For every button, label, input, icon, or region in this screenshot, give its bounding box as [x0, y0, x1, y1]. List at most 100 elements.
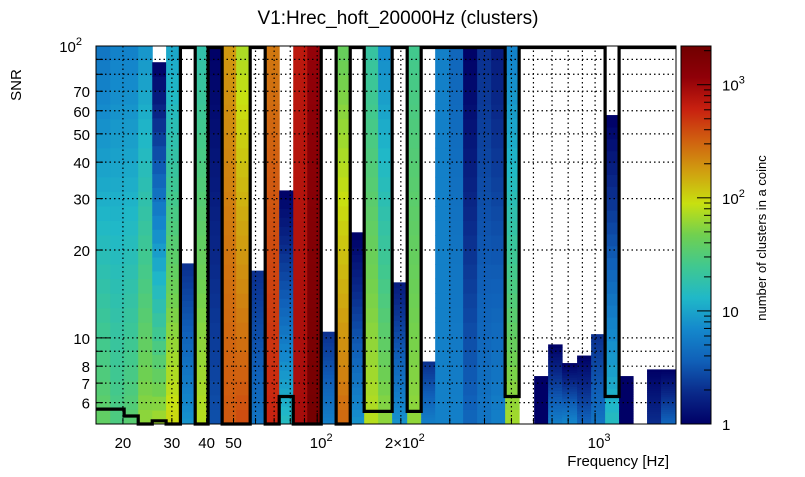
heatmap-cell: [661, 377, 677, 381]
heatmap-cell: [505, 75, 520, 91]
heatmap-cell: [562, 405, 578, 409]
heatmap-cell: [463, 205, 478, 221]
heatmap-cell: [378, 365, 393, 381]
heatmap-cell: [124, 118, 139, 134]
heatmap-cell: [619, 400, 634, 403]
heatmap-cell: [392, 413, 408, 420]
heatmap-cell: [661, 417, 677, 421]
heatmap-cell: [605, 340, 620, 354]
heatmap-cell: [279, 334, 294, 344]
heatmap-cell: [577, 405, 592, 409]
heatmap-cell: [435, 60, 450, 76]
heatmap-cell: [110, 89, 125, 105]
heatmap-cell: [647, 375, 662, 379]
heatmap-cell: [548, 384, 563, 388]
heatmap-cell: [350, 350, 365, 359]
heatmap-cell: [661, 415, 677, 419]
heatmap-cell: [605, 317, 620, 330]
heatmap-cell: [166, 220, 181, 236]
heatmap-cell: [166, 307, 181, 323]
heatmap-cell: [293, 336, 308, 352]
heatmap-cell: [208, 336, 223, 352]
heatmap-cell: [364, 60, 379, 76]
heatmap-cell: [138, 307, 153, 323]
heatmap-cell: [350, 269, 365, 278]
heatmap-cell: [336, 394, 351, 410]
heatmap-cell: [591, 410, 606, 415]
heatmap-cell: [577, 381, 592, 386]
heatmap-cell: [321, 335, 337, 340]
heatmap-cell: [110, 46, 125, 62]
heatmap-cell: [491, 278, 506, 294]
heatmap-cell: [505, 60, 520, 76]
heatmap-cell: [534, 390, 549, 394]
heatmap-cell: [166, 147, 181, 163]
heatmap-cell: [321, 338, 337, 343]
heatmap-cell: [222, 205, 237, 221]
heatmap-cell: [647, 398, 662, 402]
heatmap-cell: [222, 176, 237, 192]
heatmap-cell: [407, 336, 422, 352]
heatmap-cell: [449, 104, 464, 120]
heatmap-cell: [180, 368, 196, 376]
heatmap-cell: [591, 392, 606, 397]
heatmap-cell: [250, 388, 266, 396]
heatmap-cell: [477, 220, 492, 236]
heatmap-cell: [505, 336, 520, 352]
heatmap-cell: [222, 235, 237, 251]
heatmap-cell: [208, 235, 223, 251]
heatmap-cell: [591, 385, 606, 390]
heatmap-cell: [534, 388, 549, 392]
heatmap-cell: [435, 46, 450, 62]
heatmap-cell: [435, 75, 450, 91]
heatmap-cell: [562, 370, 578, 373]
heatmap-cell: [96, 147, 111, 163]
heatmap-cell: [321, 413, 337, 418]
x-tick-label-text: 50: [225, 435, 242, 452]
heatmap-cell: [124, 220, 139, 236]
heatmap-cell: [591, 341, 606, 346]
heatmap-cell: [321, 349, 337, 354]
heatmap-cell: [591, 347, 606, 352]
heatmap-cell: [222, 133, 237, 149]
heatmap-cell: [407, 60, 422, 76]
heatmap-cell: [180, 411, 196, 419]
y-tick-label: 7: [82, 376, 90, 393]
heatmap-cell: [661, 388, 677, 391]
heatmap-cell: [208, 75, 223, 91]
heatmap-cell: [548, 405, 563, 410]
heatmap-cell: [124, 60, 139, 76]
heatmap-cell: [110, 118, 125, 134]
heatmap-cell: [195, 162, 209, 178]
heatmap-cell: [236, 235, 251, 251]
heatmap-cell: [548, 378, 563, 382]
heatmap-cell: [307, 307, 322, 323]
heatmap-cell: [605, 388, 620, 401]
heatmap-cell: [605, 245, 620, 259]
heatmap-cell: [548, 414, 563, 419]
heatmap-cell: [152, 159, 167, 175]
heatmap-cell: [449, 336, 464, 352]
heatmap-cell: [378, 60, 393, 76]
heatmap-cell: [392, 320, 408, 327]
heatmap-cell: [307, 380, 322, 396]
heatmap-cell: [166, 133, 181, 149]
heatmap-cell: [449, 235, 464, 251]
heatmap-cell: [534, 422, 549, 425]
heatmap-cell: [421, 407, 436, 411]
heatmap-cell: [195, 380, 209, 396]
heatmap-cell: [208, 220, 223, 236]
heatmap-cell: [449, 365, 464, 381]
heatmap-cell: [577, 389, 592, 393]
heatmap-cell: [591, 413, 606, 418]
heatmap-cell: [407, 220, 422, 236]
heatmap-cell: [505, 176, 520, 192]
heatmap-cell: [350, 394, 365, 403]
heatmap-cell: [250, 323, 266, 331]
heatmap-cell: [307, 162, 322, 178]
heatmap-cell: [195, 235, 209, 251]
heatmap-cell: [378, 205, 393, 221]
heatmap-cell: [619, 387, 634, 390]
heatmap-cell: [250, 353, 266, 360]
heatmap-cell: [619, 379, 634, 383]
